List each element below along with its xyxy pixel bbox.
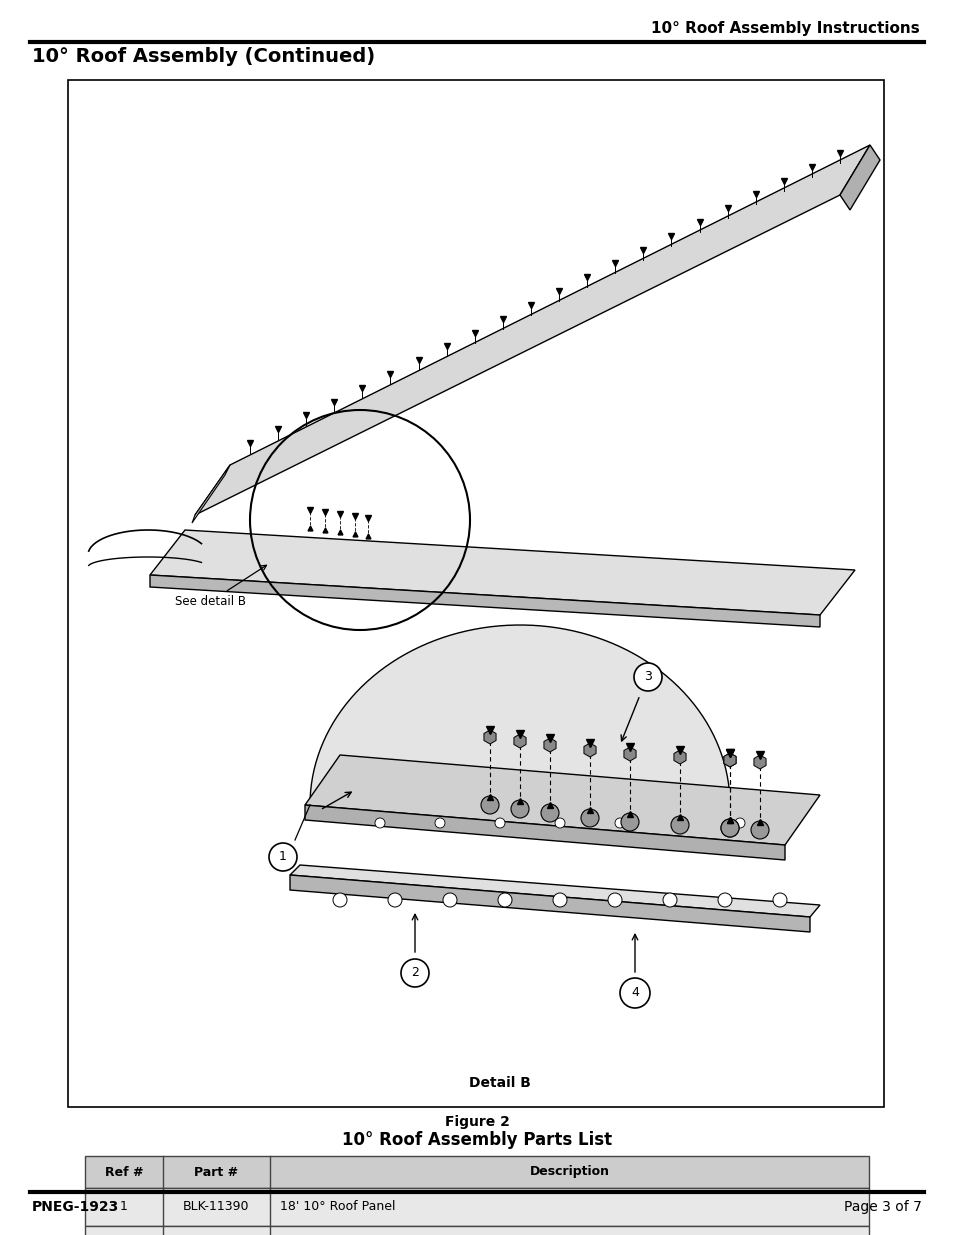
Circle shape: [388, 893, 401, 906]
Circle shape: [619, 978, 649, 1008]
Polygon shape: [305, 755, 820, 845]
Polygon shape: [192, 466, 230, 522]
Polygon shape: [290, 876, 809, 932]
Text: Figure 2: Figure 2: [444, 1115, 509, 1129]
Text: 18' 10° Roof Panel: 18' 10° Roof Panel: [280, 1200, 395, 1214]
Text: Page 3 of 7: Page 3 of 7: [843, 1200, 921, 1214]
Text: Detail B: Detail B: [469, 1076, 531, 1091]
Polygon shape: [150, 530, 854, 615]
Circle shape: [495, 818, 504, 827]
Circle shape: [540, 804, 558, 823]
Text: See detail B: See detail B: [174, 566, 266, 608]
Circle shape: [772, 893, 786, 906]
Polygon shape: [150, 576, 820, 627]
Circle shape: [750, 821, 768, 839]
Circle shape: [553, 893, 566, 906]
Circle shape: [511, 800, 529, 818]
Text: 1: 1: [279, 851, 287, 863]
Polygon shape: [305, 805, 784, 860]
Circle shape: [734, 818, 744, 827]
Text: 10° Roof Assembly Parts List: 10° Roof Assembly Parts List: [341, 1131, 612, 1149]
Text: 10° Roof Assembly (Continued): 10° Roof Assembly (Continued): [32, 47, 375, 67]
Circle shape: [580, 809, 598, 827]
Circle shape: [375, 818, 385, 827]
Circle shape: [620, 813, 639, 831]
Text: Description: Description: [529, 1166, 609, 1178]
Text: Ref #: Ref #: [105, 1166, 143, 1178]
Polygon shape: [290, 864, 820, 918]
Bar: [68, 80, 883, 1107]
Polygon shape: [840, 144, 879, 210]
Polygon shape: [85, 1188, 868, 1226]
Circle shape: [400, 960, 429, 987]
Circle shape: [720, 819, 739, 837]
Text: BLK-11390: BLK-11390: [183, 1200, 250, 1214]
Circle shape: [675, 818, 684, 827]
Polygon shape: [194, 144, 869, 515]
Circle shape: [435, 818, 444, 827]
Polygon shape: [85, 1226, 868, 1235]
Text: 2: 2: [411, 967, 418, 979]
Polygon shape: [310, 625, 729, 805]
Circle shape: [333, 893, 347, 906]
Circle shape: [662, 893, 677, 906]
Circle shape: [720, 819, 739, 837]
Circle shape: [480, 797, 498, 814]
Circle shape: [269, 844, 296, 871]
Text: PNEG-1923: PNEG-1923: [32, 1200, 119, 1214]
Text: 4: 4: [630, 987, 639, 999]
Circle shape: [497, 893, 512, 906]
Circle shape: [718, 893, 731, 906]
Circle shape: [607, 893, 621, 906]
Polygon shape: [85, 1156, 868, 1188]
Text: 1: 1: [120, 1200, 128, 1214]
Text: Part #: Part #: [194, 1166, 238, 1178]
Circle shape: [442, 893, 456, 906]
Circle shape: [615, 818, 624, 827]
Circle shape: [670, 816, 688, 834]
Circle shape: [555, 818, 564, 827]
Text: 3: 3: [643, 671, 651, 683]
Text: 10° Roof Assembly Instructions: 10° Roof Assembly Instructions: [651, 21, 919, 36]
Circle shape: [634, 663, 661, 692]
